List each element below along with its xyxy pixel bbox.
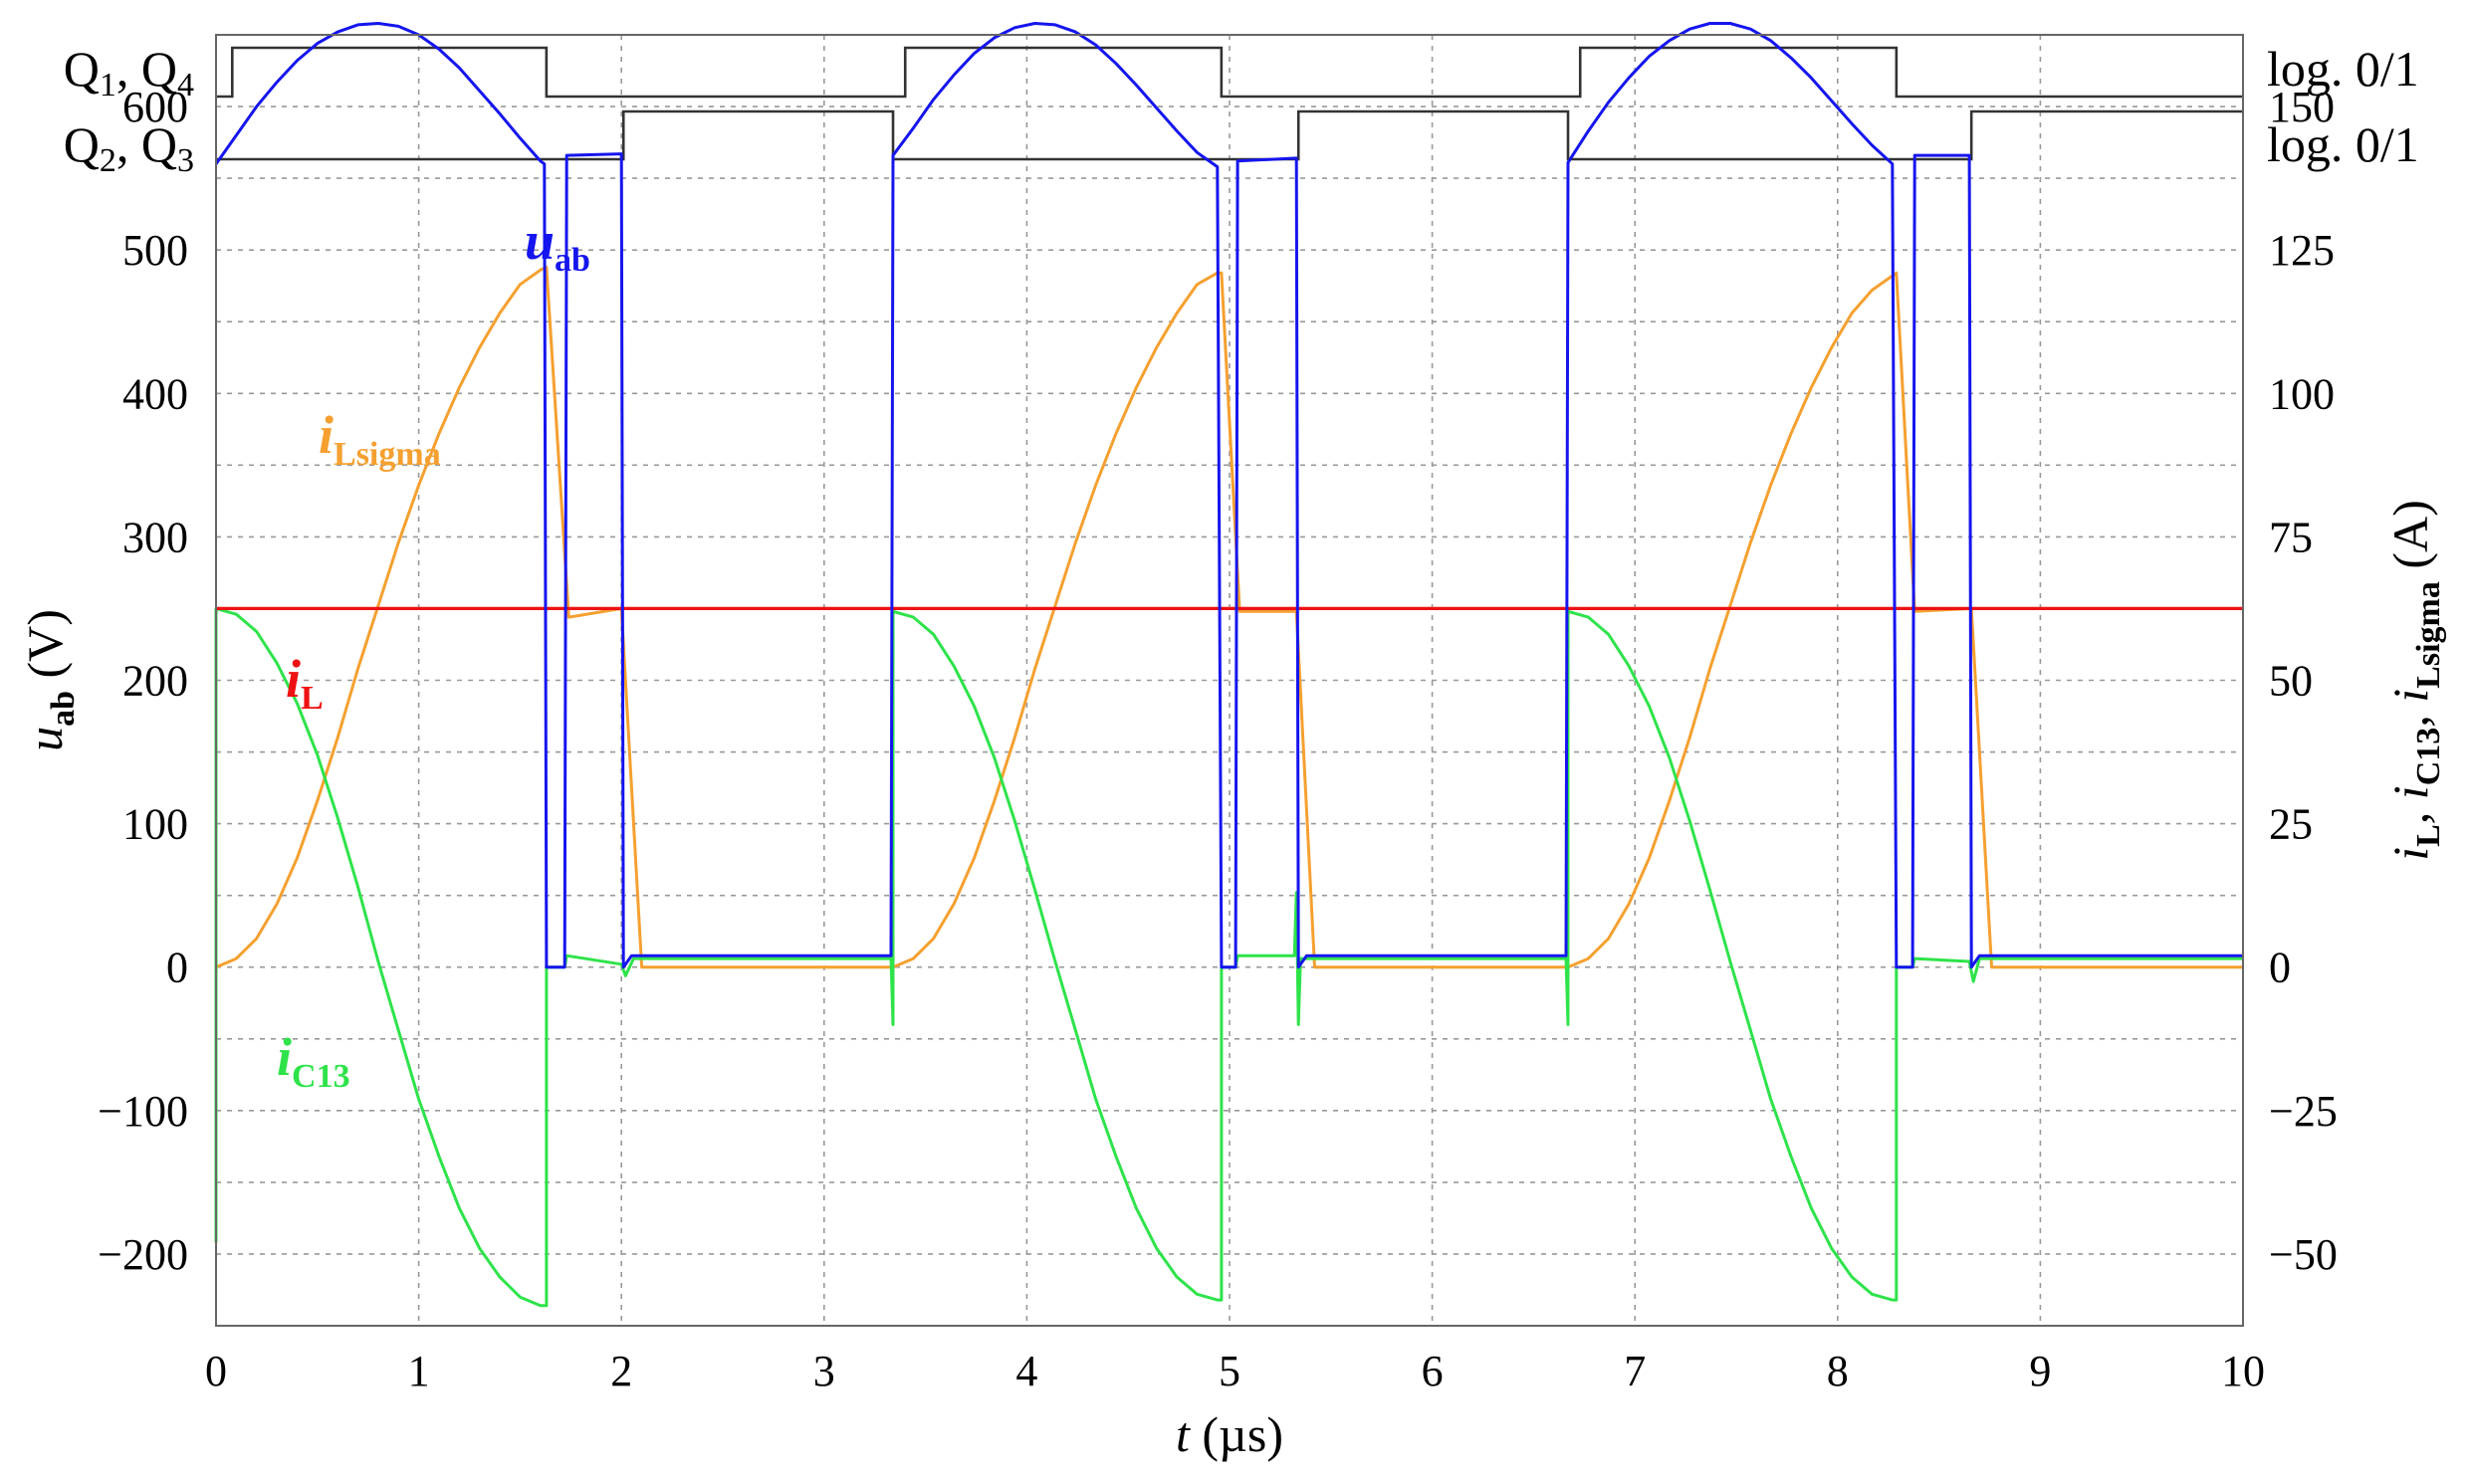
x-tick-label: 8 <box>1827 1347 1849 1395</box>
right-y-tick-label: 100 <box>2269 369 2335 418</box>
right-y-tick-label: 125 <box>2269 226 2335 275</box>
x-tick-label: 1 <box>408 1347 430 1395</box>
right-y-tick-label: 75 <box>2269 513 2313 561</box>
right-y-axis-label: iL, iC13, iLsigma (A) <box>2382 500 2447 861</box>
left-y-tick-label: 100 <box>122 800 188 849</box>
x-tick-label: 2 <box>610 1347 632 1395</box>
left-y-tick-label: 0 <box>166 944 188 992</box>
x-tick-label: 9 <box>2029 1347 2051 1395</box>
logic-label-q2-q3: Q2, Q3 <box>64 116 194 179</box>
logic-traces <box>216 46 2243 161</box>
left-y-tick-label: 300 <box>122 513 188 561</box>
logic-level-label-1: log. 0/1 <box>2267 41 2419 97</box>
series-line-i-c13 <box>214 606 2243 1308</box>
grid-lines <box>216 35 2243 1326</box>
x-tick-label: 5 <box>1219 1347 1240 1395</box>
series-label-i-l: iL <box>286 649 324 717</box>
series-lines <box>214 22 2243 1308</box>
logic-trace-2 <box>216 109 2243 161</box>
series-label-i-lsigma: iLsigma <box>319 405 441 473</box>
left-y-tick-label: −100 <box>98 1087 188 1136</box>
logic-label-q1-q4: Q1, Q4 <box>64 41 194 104</box>
logic-trace-1 <box>216 46 2243 99</box>
x-tick-label: 4 <box>1015 1347 1037 1395</box>
left-y-axis-label: uab (V) <box>17 609 82 751</box>
right-y-tick-label: 0 <box>2269 944 2291 992</box>
right-y-tick-label: 50 <box>2269 657 2313 706</box>
x-tick-label: 6 <box>1422 1347 1444 1395</box>
logic-level-label-2: log. 0/1 <box>2267 116 2419 172</box>
series-label-u-ab: uab <box>525 211 590 279</box>
right-y-tick-label: 150 <box>2269 83 2335 131</box>
left-y-tick-label: 500 <box>122 226 188 275</box>
plot-frame <box>215 34 2244 1327</box>
tick-labels: 0 1 2 3 4 5 6 7 8 9 10−200−1000100200300400500600−… <box>98 83 2338 1395</box>
right-y-tick-label: 25 <box>2269 800 2313 849</box>
series-line-i-lsigma <box>215 266 2243 969</box>
left-y-tick-label: −200 <box>98 1230 188 1279</box>
x-tick-label: 0 <box>205 1347 227 1395</box>
left-y-tick-label: 600 <box>122 83 188 131</box>
series-label-i-c13: iC13 <box>277 1027 350 1095</box>
x-tick-label: 7 <box>1624 1347 1646 1395</box>
x-axis-label: t (µs) <box>1176 1406 1283 1462</box>
left-y-tick-label: 400 <box>122 369 188 418</box>
series-line-u-ab <box>214 22 2243 969</box>
x-tick-label: 10 <box>2221 1347 2265 1395</box>
right-y-tick-label: −25 <box>2269 1087 2338 1136</box>
x-tick-label: 3 <box>813 1347 835 1395</box>
left-y-tick-label: 200 <box>122 657 188 706</box>
axis-and-series-labels: t (µs) uab (V) iL, iC13, iLsigma (A) uab… <box>17 41 2447 1462</box>
right-y-tick-label: −50 <box>2269 1230 2338 1279</box>
